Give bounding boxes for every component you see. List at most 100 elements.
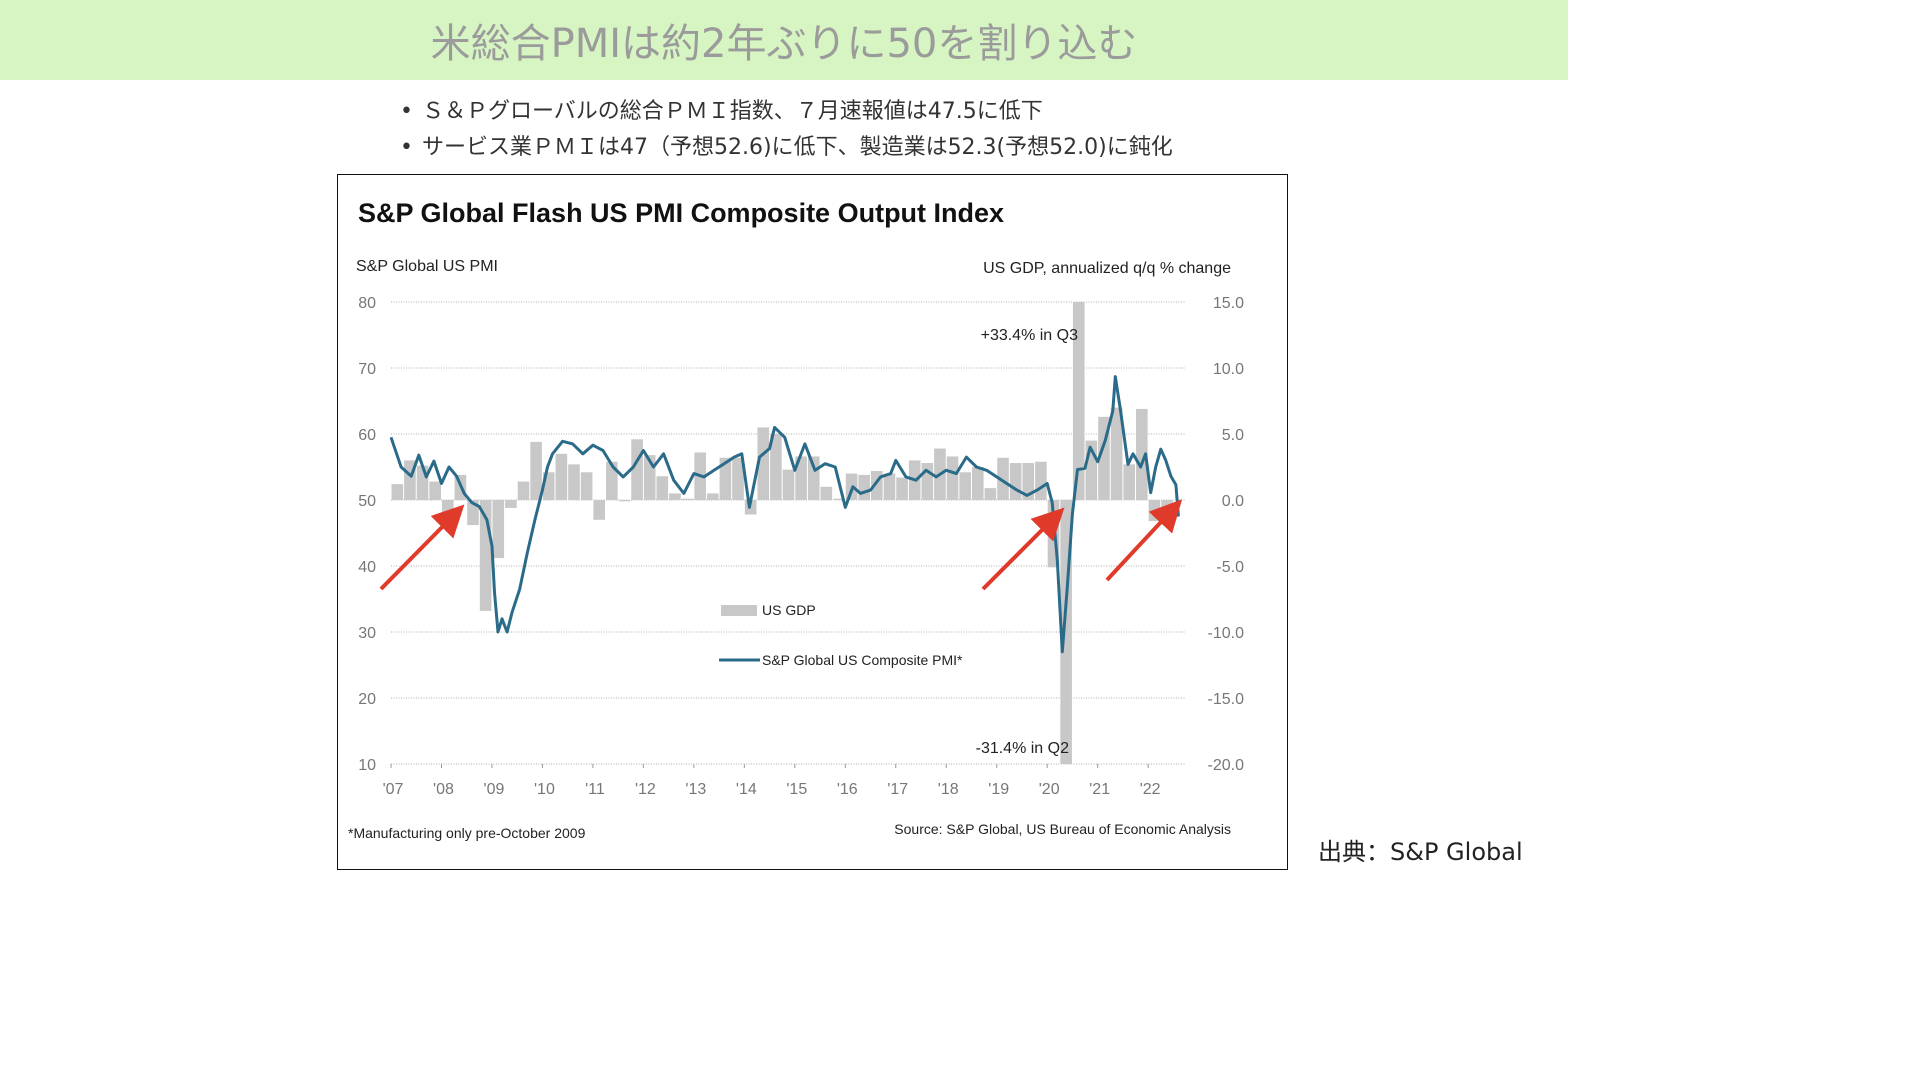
gdp-bar <box>505 500 517 508</box>
gdp-bar <box>631 439 643 500</box>
gdp-bar <box>984 488 997 500</box>
arrow-layer <box>379 499 1183 591</box>
left-axis-label: S&P Global US PMI <box>356 258 498 275</box>
chart-title: S&P Global Flash US PMI Composite Output… <box>358 198 1004 228</box>
pmi-gdp-chart: S&P Global Flash US PMI Composite Output… <box>348 198 1244 841</box>
bullet-list: Ｓ＆Ｐグローバルの総合ＰＭＩ指数、７月速報値は47.5に低下 サービス業ＰＭＩは… <box>400 94 1173 166</box>
right-tick-label: 10.0 <box>1213 361 1244 378</box>
arrow-2008 <box>379 504 465 591</box>
gdp-bar <box>1098 416 1110 500</box>
right-tick-label: 15.0 <box>1213 295 1244 312</box>
left-tick-label: 70 <box>358 361 376 378</box>
left-tick-label: 30 <box>358 625 376 642</box>
gdp-bar <box>946 456 959 500</box>
gdp-bar <box>1110 407 1123 500</box>
gdp-bar <box>643 455 656 500</box>
gdp-bar <box>568 464 580 500</box>
x-tick-label: '22 <box>1140 781 1161 798</box>
gdp-bar <box>681 498 694 500</box>
gdp-bar <box>757 427 770 500</box>
legend-gdp-label: US GDP <box>762 602 816 618</box>
right-tick-label: -20.0 <box>1208 757 1245 774</box>
x-tick-label: '08 <box>433 781 454 798</box>
gdp-bar <box>404 460 416 500</box>
chart-footnote: *Manufacturing only pre-October 2009 <box>348 825 586 841</box>
gdp-bar <box>971 467 984 500</box>
gdp-bar <box>921 463 934 500</box>
gdp-bar <box>1009 463 1022 500</box>
bullet-item: サービス業ＰＭＩは47（予想52.6)に低下、製造業は52.3(予想52.0)に… <box>400 130 1173 166</box>
x-tick-label: '20 <box>1039 781 1060 798</box>
left-tick-label: 20 <box>358 691 376 708</box>
right-tick-label: 5.0 <box>1222 427 1244 444</box>
gdp-bar <box>479 500 492 611</box>
left-tick-label: 80 <box>358 295 376 312</box>
gdp-bar <box>820 486 833 500</box>
gdp-bar <box>706 493 719 500</box>
x-tick-label: '12 <box>635 781 656 798</box>
annotation-q2: -31.4% in Q2 <box>976 740 1069 757</box>
gdp-bar <box>896 477 908 500</box>
left-tick-label: 50 <box>358 493 376 510</box>
right-axis-label: US GDP, annualized q/q % change <box>983 260 1231 277</box>
annotation-q3: +33.4% in Q3 <box>981 327 1079 344</box>
x-tick-label: '16 <box>837 781 858 798</box>
right-tick-label: 0.0 <box>1222 493 1244 510</box>
gdp-bar <box>782 469 795 500</box>
gdp-bar <box>606 461 618 500</box>
x-tick-label: '19 <box>988 781 1009 798</box>
pmi-line-layer <box>389 375 1180 654</box>
gdp-bar <box>1136 408 1148 500</box>
x-tick-label: '07 <box>383 781 404 798</box>
left-tick-label: 40 <box>358 559 376 576</box>
chart-source: Source: S&P Global, US Bureau of Economi… <box>894 821 1231 837</box>
gdp-bar <box>656 476 669 500</box>
gdp-bar <box>1085 440 1098 500</box>
x-tick-label: '14 <box>736 781 757 798</box>
gdp-bar <box>517 481 530 500</box>
gdp-bar <box>1035 461 1047 500</box>
gdp-bar <box>795 456 807 500</box>
x-tick-label: '10 <box>534 781 555 798</box>
pmi-line <box>389 375 1180 654</box>
gdp-bar <box>770 434 782 500</box>
arrow-2022 <box>1105 499 1183 582</box>
gdp-bar <box>492 500 505 559</box>
gdp-bar <box>719 457 732 500</box>
gdp-bar <box>391 484 404 500</box>
axis-ticks: 80 70 60 50 40 30 20 10 15.0 10.0 5.0 0.0 -5.0 -10.0 -… <box>358 295 1244 798</box>
legend: US GDP S&P Global US Composite PMI* <box>719 602 963 668</box>
gdp-bar <box>871 470 883 500</box>
right-tick-label: -10.0 <box>1208 625 1245 642</box>
gdp-bar <box>807 456 820 500</box>
gdp-bar <box>1072 302 1085 500</box>
gdp-bar <box>1123 464 1136 500</box>
gdp-bar <box>530 441 542 500</box>
gdp-bar <box>593 500 606 520</box>
right-tick-label: -5.0 <box>1216 559 1244 576</box>
chart-frame: S&P Global Flash US PMI Composite Output… <box>337 174 1288 870</box>
gdp-bar <box>732 457 744 500</box>
gdp-bar <box>416 465 429 500</box>
gdp-bar <box>833 498 845 500</box>
gdp-bar <box>883 473 896 500</box>
source-credit: 出典：S&P Global <box>1318 838 1523 866</box>
gdp-bar <box>467 500 479 526</box>
gdp-bar <box>1148 500 1161 522</box>
gdp-bar <box>618 500 631 502</box>
x-tick-label: '15 <box>786 781 807 798</box>
gdp-bar <box>1060 500 1072 764</box>
x-tick-label: '09 <box>484 781 505 798</box>
gdp-bar <box>959 472 971 500</box>
right-tick-label: -15.0 <box>1208 691 1245 708</box>
bullet-item: Ｓ＆Ｐグローバルの総合ＰＭＩ指数、７月速報値は47.5に低下 <box>400 94 1173 130</box>
x-tick-label: '18 <box>938 781 959 798</box>
x-tick-label: '21 <box>1089 781 1110 798</box>
left-tick-label: 60 <box>358 427 376 444</box>
x-tick-label: '17 <box>887 781 908 798</box>
gdp-bar <box>1022 463 1035 500</box>
legend-pmi-label: S&P Global US Composite PMI* <box>762 652 963 668</box>
gdp-bar <box>997 457 1009 500</box>
gdp-bar <box>580 472 593 500</box>
gdp-bar <box>542 472 555 500</box>
